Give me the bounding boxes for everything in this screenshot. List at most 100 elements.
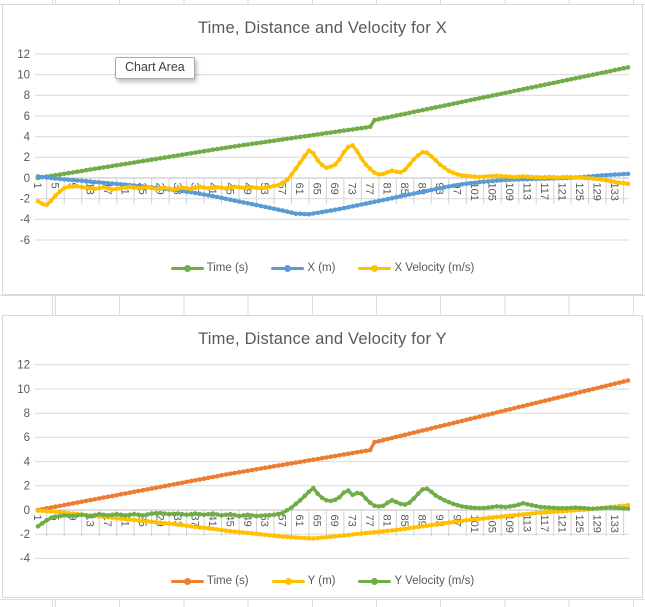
series-marker <box>411 157 417 162</box>
series-marker <box>197 191 202 197</box>
series-marker <box>284 209 290 214</box>
y-tick-label: 8 <box>24 408 30 420</box>
series-marker <box>494 410 500 415</box>
series-marker <box>245 185 251 190</box>
series-marker <box>48 175 54 181</box>
series-marker <box>258 140 264 145</box>
series-marker <box>363 162 369 167</box>
x-tick-label: 117 <box>538 183 550 201</box>
series-marker <box>424 486 430 492</box>
series-marker <box>284 136 290 142</box>
series-marker <box>184 512 189 518</box>
chart-y-legend: Time (s) Y (m) Y Velocity (m/s) <box>3 572 642 590</box>
series-marker <box>35 508 41 513</box>
series-marker <box>328 164 334 169</box>
series-marker <box>271 512 277 518</box>
chart-x-legend: Time (s) X (m) X Velocity (m/s) <box>3 259 642 277</box>
series-marker <box>70 501 76 506</box>
series-marker <box>429 426 434 431</box>
x-tick-label: 117 <box>538 515 550 533</box>
series-marker <box>538 504 543 510</box>
legend-item-X (m)[interactable]: X (m) <box>271 262 335 274</box>
series-marker <box>188 190 194 195</box>
legend-label: Time (s) <box>206 575 249 587</box>
series-marker <box>433 186 439 192</box>
series-marker <box>48 515 54 521</box>
series-marker <box>420 524 425 529</box>
series-marker <box>407 192 412 197</box>
series-marker <box>153 156 159 162</box>
series-marker <box>193 190 198 196</box>
series-marker <box>354 490 360 496</box>
series-marker <box>394 113 399 118</box>
series-marker <box>415 153 421 158</box>
series-marker <box>35 524 41 529</box>
series-marker <box>306 535 312 541</box>
series-marker <box>354 450 360 455</box>
series-marker <box>446 421 452 427</box>
series-marker <box>162 155 167 160</box>
series-marker <box>105 164 111 169</box>
series-marker <box>485 505 491 510</box>
series-marker <box>201 476 207 481</box>
series-marker <box>455 100 460 106</box>
legend-item-X Velocity (m/s)[interactable]: X Velocity (m/s) <box>358 262 474 274</box>
series-marker <box>582 388 587 394</box>
series-marker <box>328 534 334 540</box>
x-tick-label: 133 <box>608 515 620 533</box>
series-marker <box>472 517 478 522</box>
series-marker <box>472 415 478 421</box>
chart-y-plot-area[interactable]: 121086420-2-4159131721252933374145495357… <box>3 316 642 597</box>
series-marker <box>367 500 373 505</box>
chart-y-title[interactable]: Time, Distance and Velocity for Y <box>198 330 447 348</box>
series-marker <box>232 529 237 534</box>
series-marker <box>145 185 150 190</box>
series-marker <box>398 112 404 117</box>
series-marker <box>162 185 167 191</box>
series-marker <box>472 174 478 179</box>
series-marker <box>332 534 338 539</box>
x-tick-label: 113 <box>520 183 532 201</box>
series-marker <box>289 210 294 215</box>
chart-x-title[interactable]: Time, Distance and Velocity for X <box>197 19 447 37</box>
series-marker <box>48 505 54 510</box>
series-marker <box>83 498 89 504</box>
chart-y[interactable]: Time, Distance and Velocity for Y 12 10 8 6… <box>2 315 643 598</box>
x-tick-label: 57 <box>276 515 288 527</box>
series-marker <box>415 524 421 530</box>
series-marker <box>114 181 119 187</box>
series-marker <box>311 485 316 491</box>
legend-item-Time (s)[interactable]: Time (s) <box>170 575 249 587</box>
series-marker <box>402 432 408 438</box>
x-tick-label: 109 <box>503 183 515 201</box>
series-marker <box>582 505 587 511</box>
series-marker <box>464 417 469 423</box>
series-marker <box>118 182 124 187</box>
series-marker <box>568 392 574 397</box>
chart-x-plot-area[interactable]: 121086420-2-4-61591317212529333741454953… <box>3 5 642 294</box>
series-marker <box>433 425 439 430</box>
series-marker <box>289 172 294 177</box>
series-marker <box>302 211 307 217</box>
chart-x[interactable]: Time, Distance and Velocity for X 12 10 8 6… <box>2 4 643 295</box>
series-marker <box>57 189 63 194</box>
series-marker <box>175 153 181 158</box>
y-tick-label: 10 <box>17 69 30 81</box>
series-marker <box>446 184 452 189</box>
x-tick-label: 129 <box>590 515 602 533</box>
series-marker <box>149 511 154 516</box>
series-marker <box>75 513 80 518</box>
legend-item-Y Velocity (m/s)[interactable]: Y Velocity (m/s) <box>358 575 474 587</box>
series-marker <box>573 175 578 180</box>
series-marker <box>236 513 242 519</box>
series-marker <box>302 493 307 499</box>
series-marker <box>625 506 631 512</box>
series-marker <box>332 129 338 135</box>
x-tick-label: 37 <box>188 515 200 527</box>
series-marker <box>481 179 487 184</box>
legend-item-Y (m)[interactable]: Y (m) <box>271 575 335 587</box>
series-marker <box>162 483 167 489</box>
legend-item-Time (s)[interactable]: Time (s) <box>170 262 248 274</box>
series-marker <box>477 505 482 511</box>
series-marker <box>595 385 600 391</box>
